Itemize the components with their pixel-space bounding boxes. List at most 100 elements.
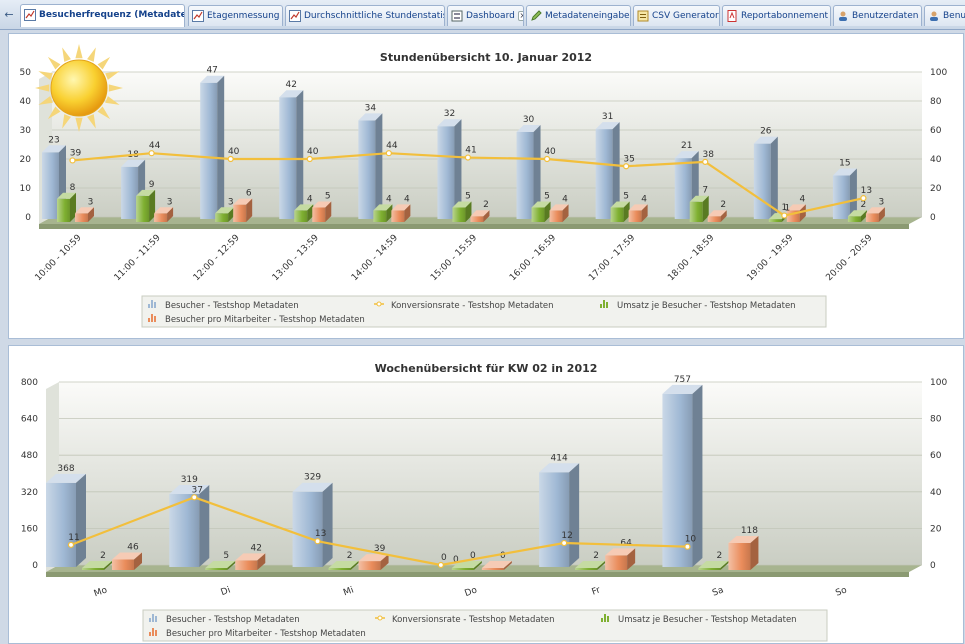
staff-bar [112,552,142,570]
legend [141,295,827,328]
line-chart-icon [289,10,301,22]
tab-4[interactable]: Dashboard× [447,5,524,26]
close-tab-icon[interactable]: × [517,11,523,21]
tab-5[interactable]: Metadateneingabe× [526,5,631,26]
y-left-tick-label: 20 [20,155,32,165]
x-axis-label: 11:00 - 11:59 [113,233,163,283]
x-axis-label: Mo [93,585,109,599]
y-right-tick-label: 40 [930,488,942,498]
visitor-bar [42,145,66,219]
weekly-chart-panel: Wochenübersicht für KW 02 in 2012 0 160 320… [8,345,964,644]
tab-label: Benut [943,11,965,21]
staff-bar [707,210,727,222]
x-axis-label: 20:00 - 20:59 [824,233,874,283]
legend-icon [601,614,609,622]
bar-value-label: 2 [483,200,489,210]
line-value-label: 35 [623,154,634,164]
y-right-tick-label: 0 [930,213,936,223]
visitor-bar [358,113,383,219]
conversion-point [623,163,630,170]
staff-bar [75,207,94,222]
line-value-label: 38 [703,150,715,160]
visitor-bar [279,90,304,219]
line-value-label: 11 [68,533,79,543]
bar-value-label: 2 [347,551,353,561]
tab-3[interactable]: Durchschnittliche Stundenstatistik × [285,5,445,26]
bar-value-label: 1 [781,203,787,213]
y-right-tick-label: 100 [930,68,947,78]
legend-label: Besucher - Testshop Metadaten [166,615,300,625]
y-left-tick-label: 640 [21,415,38,425]
bar-value-label: 3 [167,197,173,207]
x-axis-label: 17:00 - 17:59 [587,233,637,283]
tab-1[interactable]: Besucherfrequenz (Metadaten)× [20,4,185,27]
y-left-tick-label: 50 [20,68,32,78]
line-value-label: 40 [544,147,556,157]
bar-value-label: 3 [88,197,94,207]
bar-value-label: 31 [602,112,613,122]
bar-value-label: 2 [100,551,106,561]
visitor-bar [753,136,778,219]
chart-title: Wochenübersicht für KW 02 in 2012 [375,362,598,375]
close-tab-icon[interactable]: × [283,11,284,21]
visitor-bar [832,168,857,219]
conversion-point [464,154,472,161]
y-right-tick-label: 60 [930,126,942,136]
revenue-bar [689,195,709,222]
tab-label: Besucherfrequenz (Metadaten) [39,10,185,20]
conversion-point [860,195,867,202]
staff-bar [233,198,253,222]
staff-bar [391,204,411,222]
x-axis-label: 16:00 - 16:59 [508,233,558,283]
bar-value-label: 5 [623,192,629,202]
tab-7[interactable]: Reportabonnement× [722,5,831,26]
legend-icon [148,300,156,308]
revenue-bar [452,201,472,222]
bar-value-label: 4 [641,194,647,204]
x-axis-label: 18:00 - 18:59 [666,233,716,283]
line-value-label: 10 [685,535,697,545]
tab-label: Metadateneingabe [545,11,630,21]
tab-label: Dashboard [466,11,515,21]
bar-value-label: 3 [879,197,885,207]
conversion-point [702,158,709,166]
bar-value-label: 118 [741,526,758,536]
bar-value-label: 30 [523,115,535,125]
revenue-bar [847,210,867,222]
bar-value-label: 0 [470,551,476,561]
tab-8[interactable]: Benutzerdaten× [833,5,922,26]
scroll-left-icon[interactable]: ← [4,8,14,21]
bar-value-label: 34 [365,103,377,113]
conversion-point [437,561,444,569]
line-value-label: 40 [307,147,319,157]
plot-background [39,72,922,224]
revenue-bar [205,561,236,570]
bar-value-label: 329 [304,473,321,483]
visitor-bar [595,122,620,219]
line-value-label: 41 [465,146,476,156]
bar-value-label: 414 [551,453,568,463]
tab-6[interactable]: CSV Generator× [633,5,720,26]
y-left-tick-label: 160 [21,524,38,534]
conversion-point [314,538,321,545]
legend-label: Umsatz je Besucher - Testshop Metadaten [618,615,797,625]
bar-value-label: 39 [374,544,386,554]
x-axis-label: 15:00 - 15:59 [429,233,479,283]
legend [142,609,828,642]
visitor-bar [46,473,86,567]
line-value-label: 13 [315,529,326,539]
legend-icon [600,300,608,308]
staff-bar [154,207,174,222]
y-left-tick-label: 800 [21,378,38,388]
y-right-tick-label: 80 [930,415,942,425]
tab-9[interactable]: Benut [924,5,965,26]
visitor-bar [437,119,462,219]
tab-2[interactable]: Etagenmessung× [188,5,283,26]
close-tab-icon[interactable]: × [921,11,922,21]
x-axis-label: Fr [591,585,602,597]
y-left-tick-label: 0 [25,213,31,223]
line-value-label: 0 [441,553,447,563]
visitor-bar [200,75,225,219]
revenue-bar [82,561,112,570]
bar-value-label: 42 [251,543,262,553]
